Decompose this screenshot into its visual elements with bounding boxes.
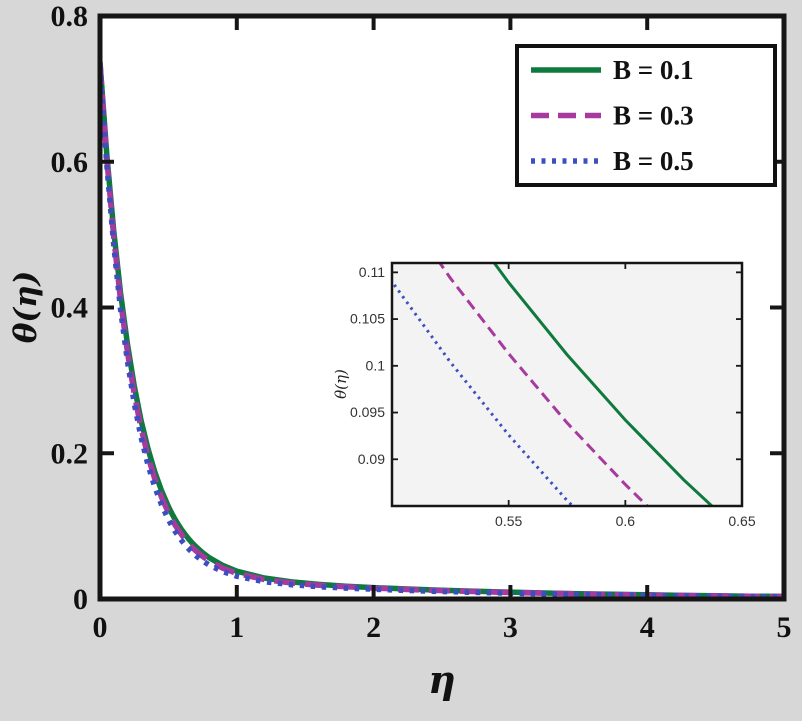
inset-y-axis-label: θ(η)	[332, 369, 350, 399]
main-plot-y-tick-label: 0.2	[51, 437, 89, 470]
inset-plot-y-tick-label: 0.1	[366, 357, 386, 373]
inset-plot-x-tick-label: 0.6	[616, 513, 636, 529]
x-axis-label: η	[428, 657, 456, 702]
main-plot-x-tick-label: 5	[777, 611, 792, 644]
main-plot-y-tick-label: 0.8	[51, 0, 89, 33]
inset-plot-frame	[390, 261, 744, 508]
inset-plot-y-tick-label: 0.11	[359, 264, 385, 280]
main-plot-y-tick-label: 0	[73, 583, 88, 616]
main-plot-curve-2-dashed	[100, 63, 784, 599]
legend-label-1: B = 0.1	[613, 55, 694, 85]
main-plot-x-tick-label: 4	[640, 611, 655, 644]
legend: B = 0.1 B = 0.3 B = 0.5	[515, 44, 777, 187]
inset-plot-background	[392, 263, 742, 506]
inset-plot-y-tick-label: 0.105	[350, 311, 385, 327]
inset-plot-y-tick-label: 0.09	[358, 451, 385, 467]
legend-label-3: B = 0.5	[613, 146, 694, 176]
main-plot-x-tick-label: 2	[366, 611, 381, 644]
main-plot-x-tick-label: 1	[229, 611, 244, 644]
inset-plot-x-tick-label: 0.55	[495, 513, 522, 529]
main-plot-y-tick-label: 0.6	[51, 146, 89, 179]
main-plot-x-tick-label: 0	[93, 611, 108, 644]
main-plot-y-tick-label: 0.4	[51, 292, 89, 325]
main-plot-curve-3-dotted	[100, 66, 784, 599]
legend-label-2: B = 0.3	[613, 101, 694, 131]
inset-plot-x-tick-label: 0.65	[728, 513, 755, 529]
y-axis-label: θ(η)	[8, 271, 44, 344]
main-plot-frame	[97, 13, 787, 602]
inset-plot-y-tick-label: 0.095	[350, 404, 385, 420]
main-plot-x-tick-label: 3	[503, 611, 518, 644]
